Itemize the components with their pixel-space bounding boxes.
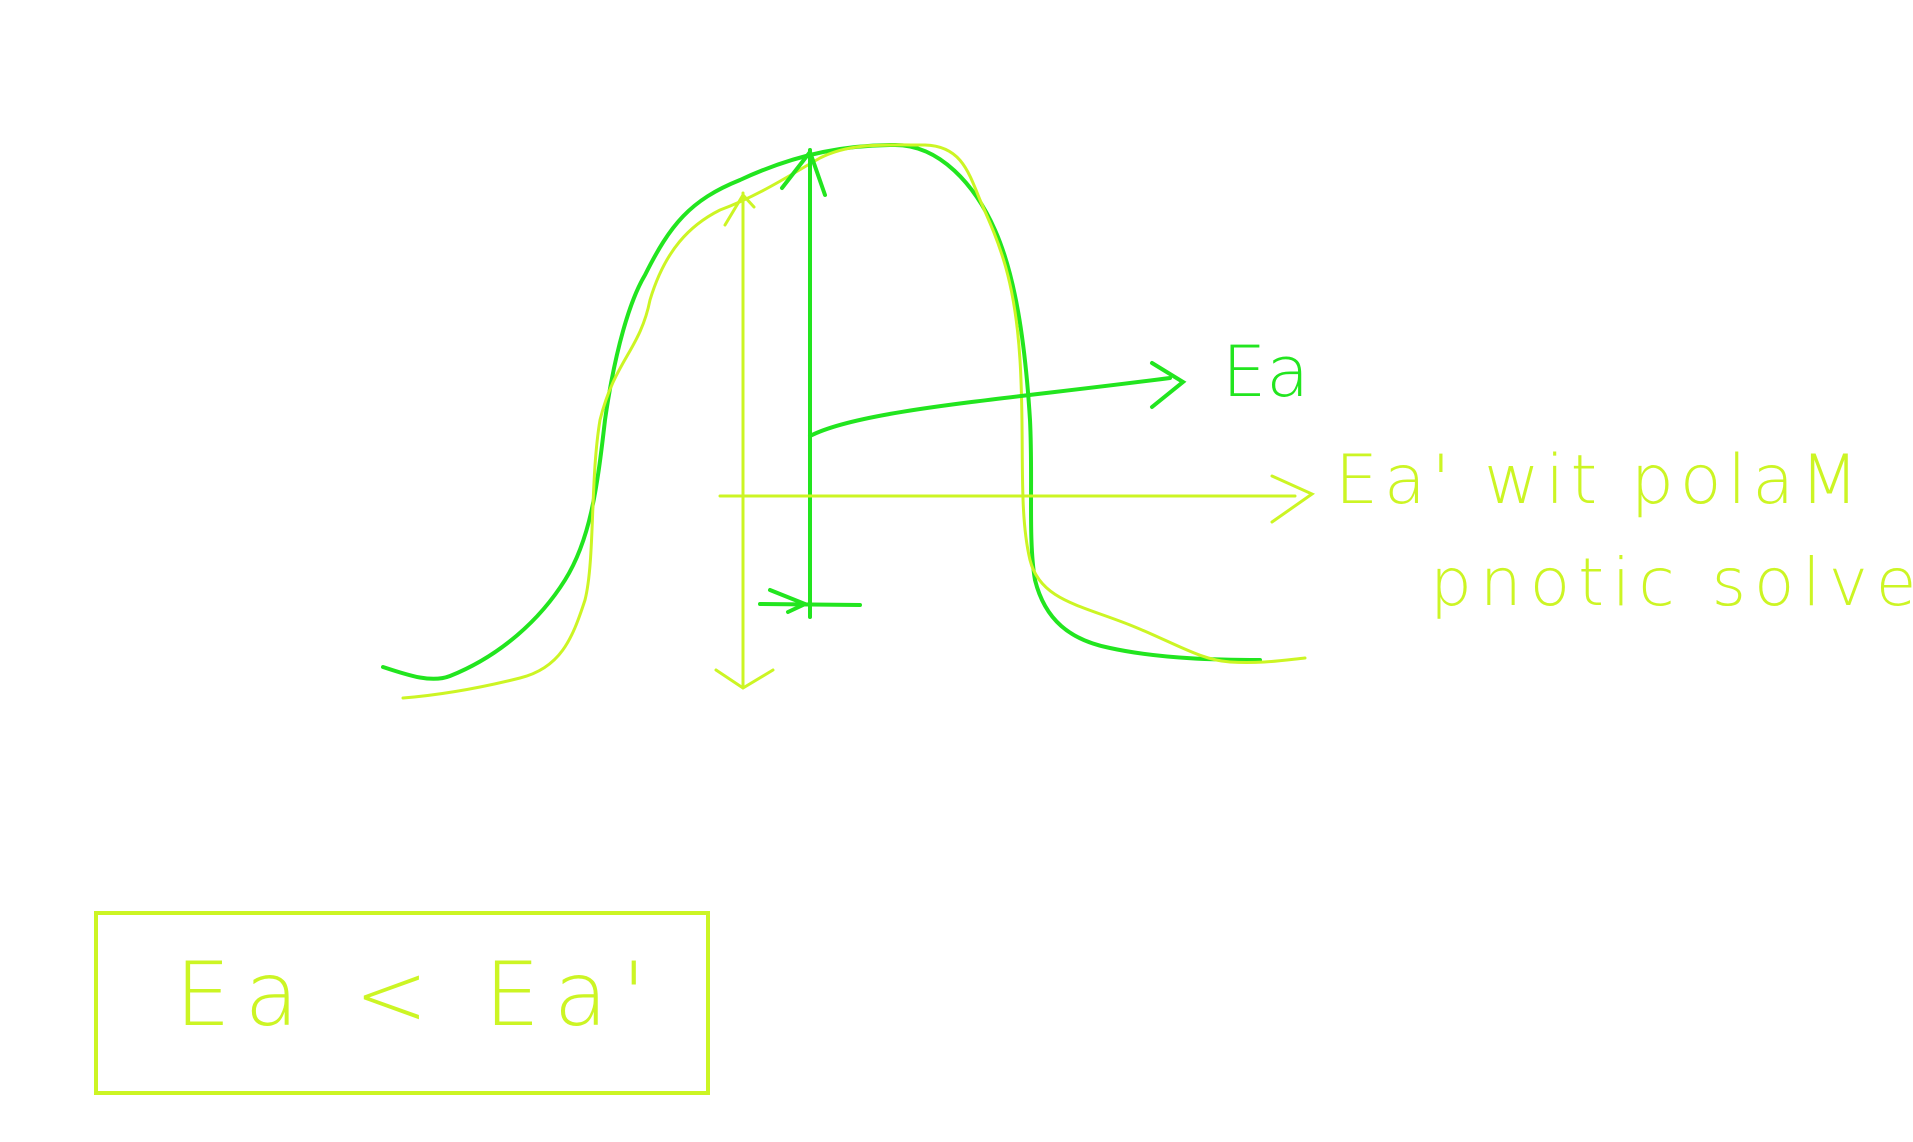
ea-prime-pointer-arrow: [718, 474, 1316, 524]
ea-prime-label-line2: pnotic solvent: [1430, 544, 1913, 621]
yellow-energy-curve: [401, 143, 1307, 700]
ea-label: Ea: [1222, 331, 1309, 413]
ea-vertical-arrow: [758, 147, 862, 619]
ea-prime-label-line1: Ea' wit polaM: [1335, 441, 1865, 520]
green-energy-curve: [381, 142, 1262, 681]
ea-prime-vertical-arrow: [714, 191, 775, 690]
comparison-box: [94, 911, 710, 1095]
ea-pointer-arrow: [808, 361, 1187, 438]
comparison-text: Ea < Ea': [175, 943, 660, 1046]
